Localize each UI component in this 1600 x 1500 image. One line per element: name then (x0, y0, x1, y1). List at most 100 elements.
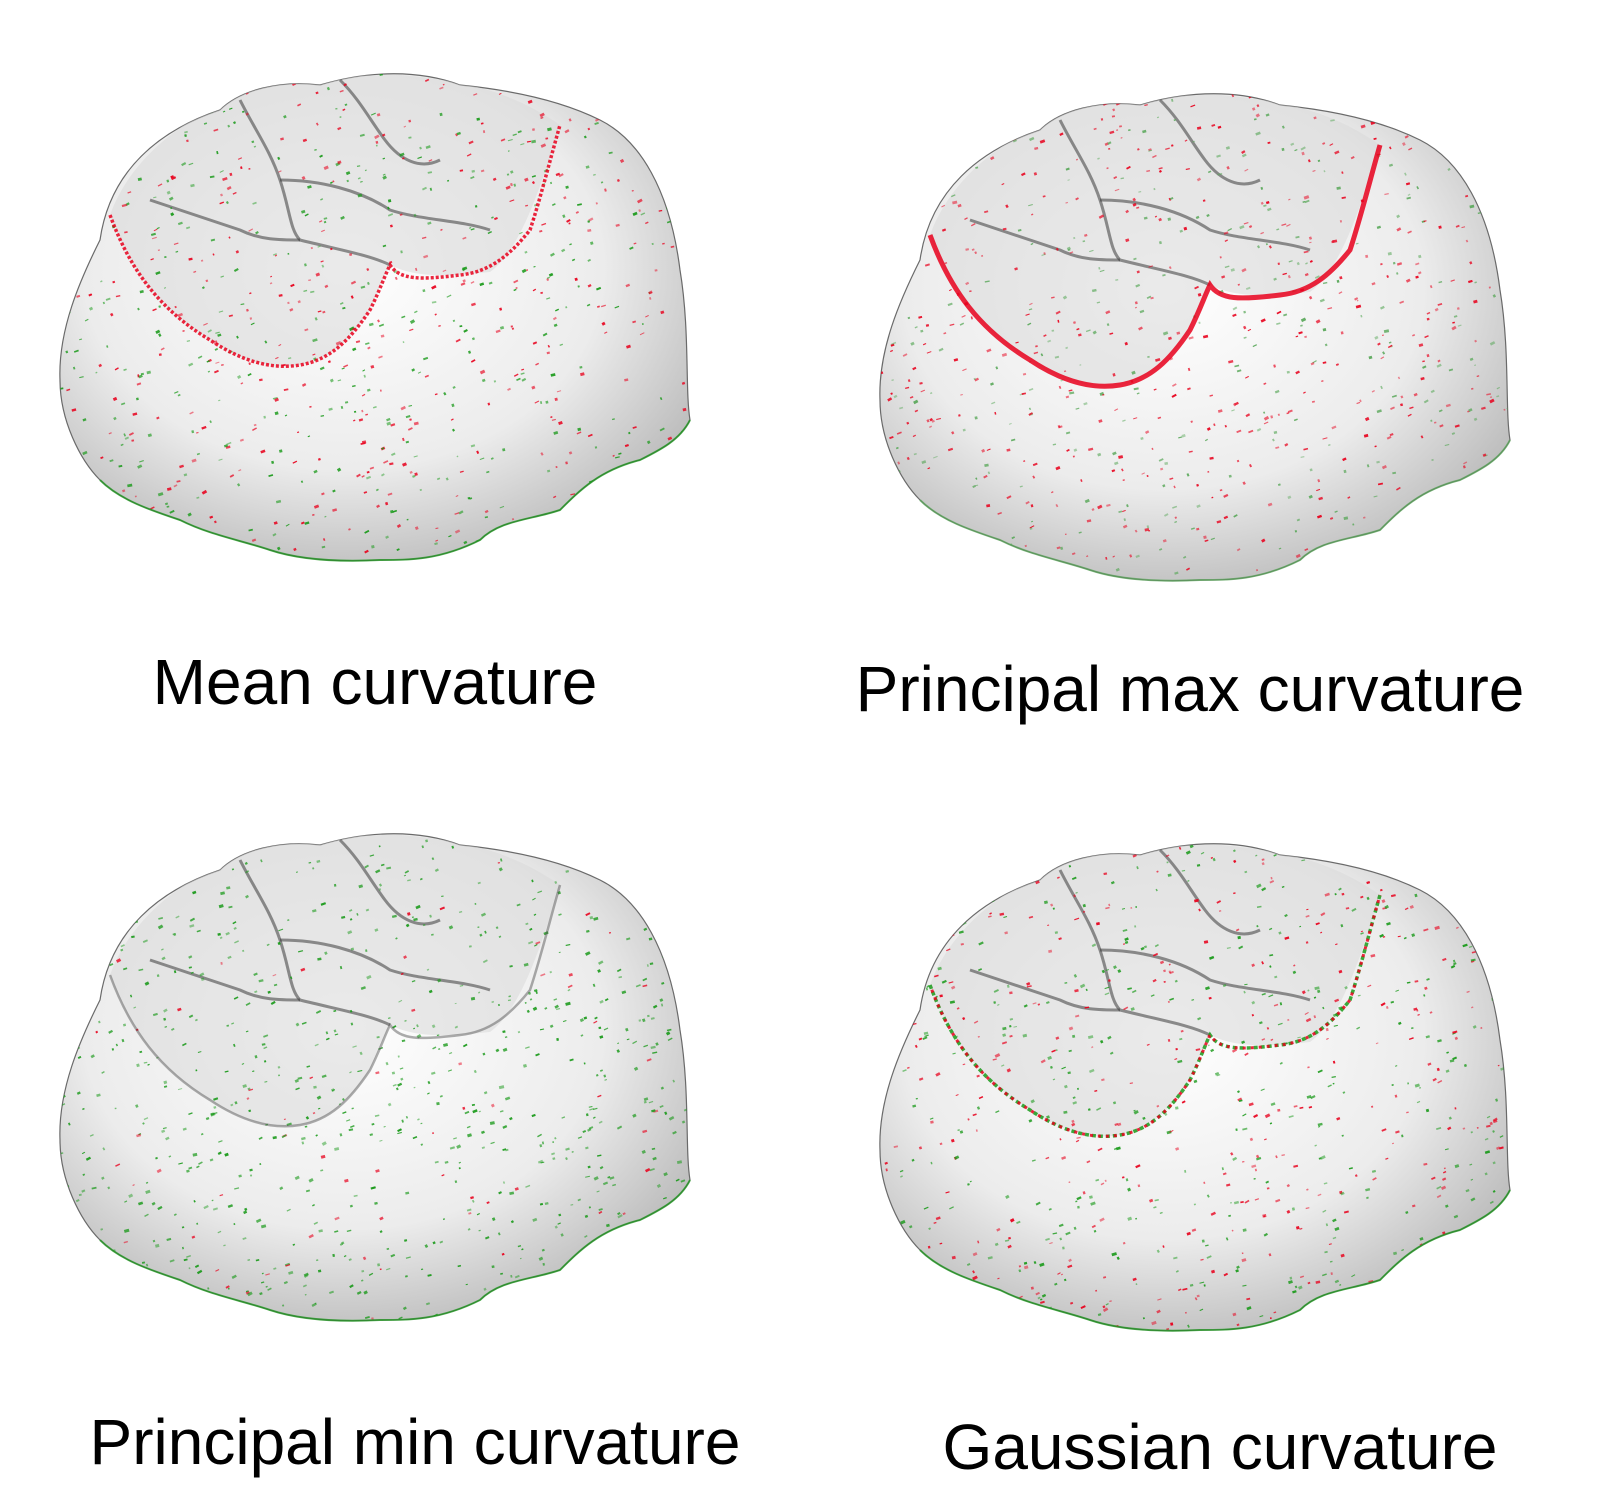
curvature-speck-positive (1325, 1027, 1329, 1032)
fissure-3 (1158, 848, 1261, 936)
curvature-speck-negative (937, 946, 943, 949)
curvature-speck-positive (970, 222, 976, 227)
curvature-speck-negative (316, 1095, 322, 1100)
curvature-speck-negative (350, 1125, 355, 1129)
curvature-speck-positive (366, 267, 370, 272)
curvature-speck-positive (1404, 907, 1409, 911)
curvature-speck-negative (902, 930, 906, 933)
curvature-speck-positive (423, 254, 429, 259)
curvature-speck-positive (177, 1312, 181, 1316)
curvature-speck-positive (559, 858, 564, 863)
curvature-speck-positive (922, 526, 927, 530)
curvature-speck-negative (899, 239, 904, 242)
curvature-speck-negative (295, 1022, 300, 1027)
curvature-speck-positive (1158, 167, 1163, 170)
curvature-speck-negative (565, 1001, 571, 1006)
curvature-speck-positive (495, 329, 501, 334)
curvature-speck-positive (1221, 275, 1226, 279)
curvature-speck-negative (487, 231, 492, 235)
curvature-speck-positive (1301, 990, 1306, 995)
curvature-speck-positive (1308, 236, 1313, 240)
curvature-speck-negative (585, 951, 591, 956)
curvature-speck-negative (950, 166, 955, 169)
curvature-speck-negative (1073, 236, 1076, 240)
curvature-speck-negative (910, 208, 916, 213)
curvature-speck-negative (588, 1206, 592, 1209)
curvature-speck-negative (481, 1130, 485, 1135)
curvature-speck-negative (1263, 204, 1267, 207)
curvature-speck-negative (349, 1284, 354, 1289)
curvature-speck-negative (1273, 277, 1277, 281)
curvature-speck-positive (1474, 339, 1478, 343)
curvature-speck-negative (650, 1045, 656, 1050)
curvature-speck-negative (1418, 254, 1422, 259)
curvature-speck-positive (280, 137, 284, 141)
curvature-speck-positive (1163, 980, 1166, 983)
curvature-speck-negative (346, 1229, 352, 1233)
curvature-speck-negative (133, 1006, 137, 1009)
curvature-speck-positive (1502, 157, 1508, 160)
curvature-speck-negative (1452, 1290, 1456, 1294)
curvature-speck-positive (377, 319, 380, 323)
curvature-speck-positive (275, 356, 279, 360)
curvature-speck-negative (1124, 937, 1129, 942)
curvature-speck-negative (358, 884, 364, 889)
curvature-speck-negative (368, 322, 374, 327)
curvature-speck-negative (357, 193, 363, 198)
caption-principal-max-curvature: Principal max curvature (855, 653, 1525, 725)
curvature-speck-negative (541, 1248, 545, 1252)
curvature-speck-negative (647, 1014, 650, 1018)
curvature-speck-positive (660, 148, 664, 153)
curvature-speck-positive (112, 105, 117, 109)
curvature-speck-negative (1438, 95, 1444, 100)
curvature-speck-positive (173, 108, 176, 111)
curvature-speck-negative (590, 241, 594, 245)
curvature-speck-positive (1334, 998, 1340, 1003)
curvature-speck-negative (1448, 1116, 1452, 1120)
curvature-speck-negative (641, 323, 644, 325)
curvature-speck-positive (482, 130, 486, 134)
curvature-speck-positive (925, 323, 930, 327)
curvature-speck-positive (1156, 870, 1159, 873)
curvature-speck-negative (227, 1204, 234, 1209)
curvature-speck-positive (1149, 1198, 1154, 1203)
curvature-speck-positive (907, 379, 911, 383)
curvature-speck-negative (919, 1269, 922, 1272)
curvature-speck-negative (1305, 262, 1308, 265)
curvature-speck-negative (537, 890, 543, 894)
curvature-speck-negative (321, 264, 325, 268)
curvature-speck-negative (462, 266, 468, 271)
curvature-speck-positive (926, 351, 932, 354)
curvature-speck-positive (1136, 270, 1140, 274)
curvature-speck-positive (1196, 527, 1200, 531)
curvature-speck-positive (308, 1234, 314, 1239)
curvature-speck-negative (188, 1112, 193, 1116)
curvature-speck-positive (926, 419, 930, 423)
curvature-speck-negative (184, 130, 188, 134)
curvature-speck-positive (1479, 541, 1484, 546)
curvature-speck-negative (313, 1085, 317, 1089)
curvature-speck-positive (1305, 1207, 1310, 1210)
curvature-speck-negative (281, 1134, 287, 1139)
curvature-speck-positive (513, 279, 519, 284)
curvature-speck-negative (232, 1315, 238, 1320)
curvature-speck-positive (228, 236, 231, 239)
curvature-speck-positive (927, 467, 931, 470)
curvature-speck-negative (1237, 1090, 1240, 1094)
curvature-speck-positive (1076, 1136, 1081, 1139)
curvature-speck-negative (517, 1030, 521, 1034)
curvature-speck-positive (920, 389, 926, 393)
curvature-speck-negative (1140, 436, 1144, 441)
curvature-speck-negative (245, 1030, 249, 1033)
curvature-speck-negative (1283, 313, 1288, 317)
curvature-speck-positive (1320, 912, 1326, 917)
curvature-speck-positive (654, 269, 658, 272)
curvature-speck-positive (1429, 1260, 1434, 1264)
curvature-speck-positive (1293, 1164, 1299, 1168)
curvature-speck-positive (494, 217, 498, 221)
curvature-speck-negative (234, 548, 238, 551)
curvature-speck-negative (517, 130, 522, 134)
curvature-speck-positive (245, 1290, 250, 1295)
curvature-speck-negative (365, 342, 370, 345)
curvature-speck-negative (419, 488, 422, 492)
